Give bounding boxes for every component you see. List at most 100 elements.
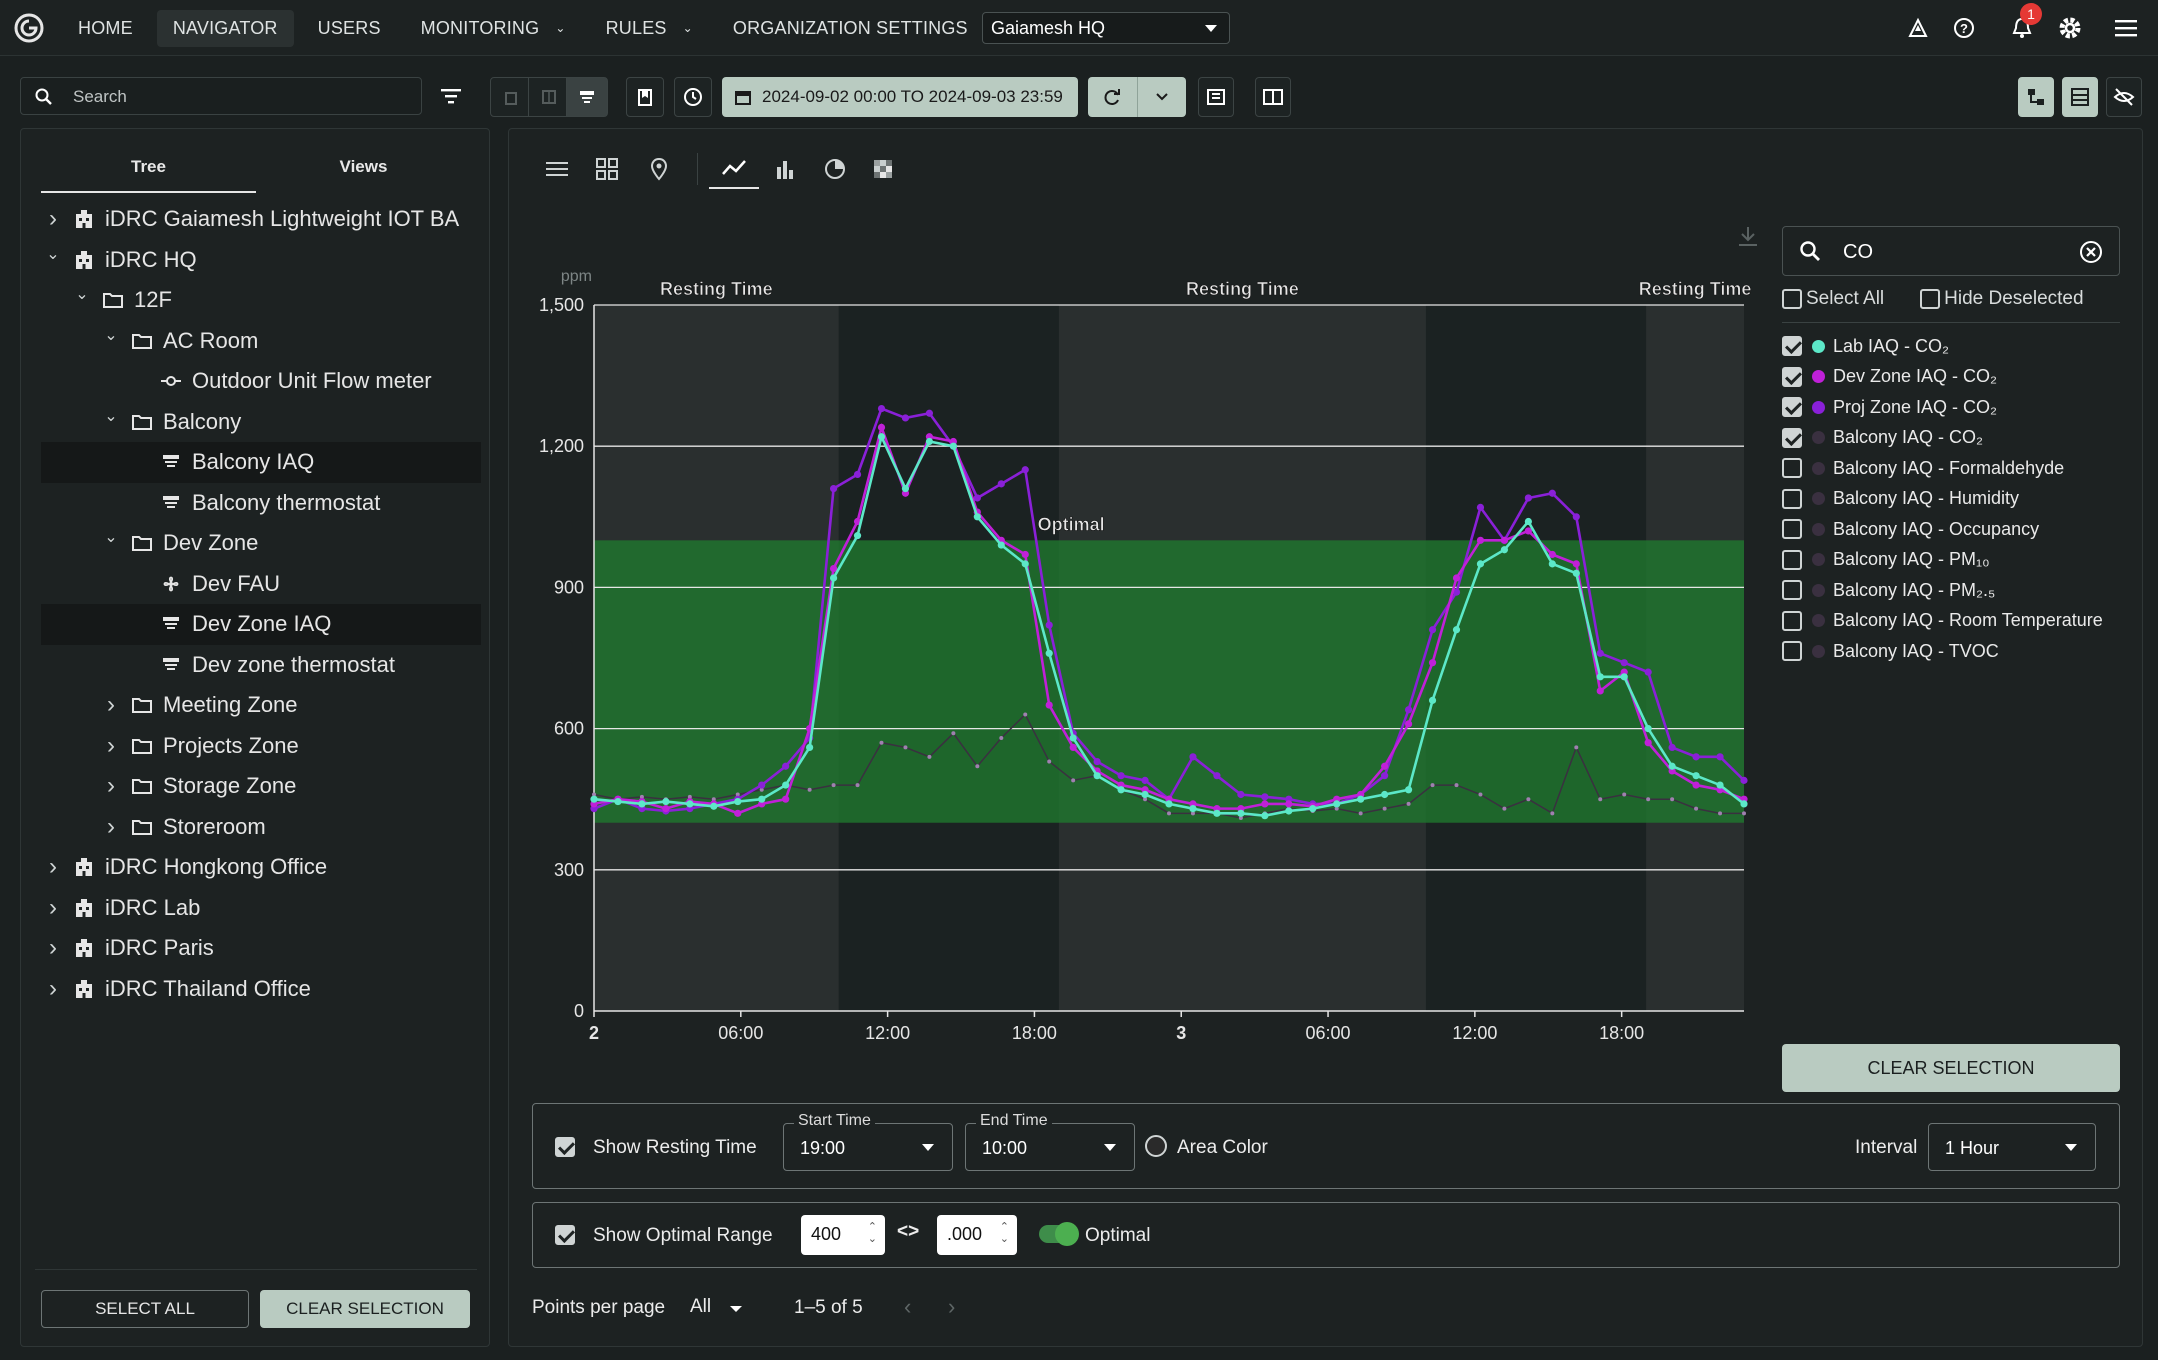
tree-item[interactable]: › iDRC Thailand Office	[41, 969, 481, 1010]
clear-selection-button[interactable]: CLEAR SELECTION	[260, 1290, 470, 1328]
area-color-swatch[interactable]	[1145, 1135, 1167, 1157]
view-floor-button[interactable]	[528, 77, 570, 117]
tree-item[interactable]: ⌄ 12F	[41, 280, 481, 321]
next-page-icon[interactable]: ›	[948, 1294, 956, 1319]
tree-item[interactable]: › Meeting Zone	[41, 685, 481, 726]
chevron-right-icon[interactable]: ›	[49, 205, 57, 233]
table-view-toggle[interactable]	[2062, 77, 2098, 117]
series-legend-item[interactable]: Balcony IAQ - PM₁₀	[1782, 545, 2122, 576]
chevron-right-icon[interactable]: ›	[49, 974, 57, 1002]
tree-item[interactable]: Outdoor Unit Flow meter	[41, 361, 481, 402]
series-legend-item[interactable]: Balcony IAQ - Occupancy	[1782, 514, 2122, 545]
tree-item[interactable]: › iDRC Hongkong Office	[41, 847, 481, 888]
points-per-page-select[interactable]: All	[690, 1294, 744, 1322]
series-checkbox[interactable]	[1782, 641, 1802, 662]
series-legend-item[interactable]: Proj Zone IAQ - CO₂	[1782, 392, 2122, 423]
series-legend-item[interactable]: Balcony IAQ - Humidity	[1782, 484, 2122, 515]
tree-item[interactable]: Balcony IAQ	[41, 442, 481, 483]
series-legend-item[interactable]: Balcony IAQ - Formaldehyde	[1782, 453, 2122, 484]
filter-icon[interactable]	[440, 86, 462, 106]
series-checkbox[interactable]	[1782, 580, 1802, 601]
search-input[interactable]: Search	[20, 77, 422, 115]
bookmark-button[interactable]	[626, 77, 664, 117]
series-legend-item[interactable]: Lab IAQ - CO₂	[1782, 331, 2122, 362]
help-icon[interactable]: ?	[1950, 14, 1978, 42]
series-legend-item[interactable]: Dev Zone IAQ - CO₂	[1782, 362, 2122, 393]
nav-item-monitoring[interactable]: MONITORING ⌄	[405, 10, 582, 47]
chevron-down-icon[interactable]: ⌄	[104, 407, 118, 425]
map-view-button[interactable]	[639, 149, 679, 189]
series-search-input[interactable]: CO	[1782, 226, 2120, 276]
app-logo[interactable]	[12, 11, 46, 45]
nav-item-rules[interactable]: RULES ⌄	[590, 10, 709, 47]
chevron-right-icon[interactable]: ›	[107, 772, 115, 800]
refresh-options-button[interactable]	[1136, 77, 1187, 117]
chevron-right-icon[interactable]: ›	[107, 812, 115, 840]
series-checkbox[interactable]	[1782, 366, 1802, 387]
start-time-select[interactable]: Start Time 19:00	[783, 1112, 953, 1171]
nav-item-organization-settings[interactable]: ORGANIZATION SETTINGS	[717, 10, 984, 47]
download-icon[interactable]	[1737, 225, 1759, 252]
gear-icon[interactable]	[2056, 14, 2084, 42]
stepper-icon[interactable]: ⌃ ⌄	[999, 1221, 1009, 1245]
optimal-toggle[interactable]	[1039, 1222, 1079, 1246]
pie-chart-button[interactable]	[815, 149, 855, 189]
line-chart-button[interactable]	[709, 149, 759, 189]
heatmap-button[interactable]	[863, 149, 903, 189]
chevron-down-icon[interactable]: ⌄	[75, 286, 89, 304]
alert-icon[interactable]	[1904, 14, 1932, 42]
tree-item[interactable]: › iDRC Paris	[41, 928, 481, 969]
series-checkbox[interactable]	[1782, 610, 1802, 631]
view-device-button[interactable]	[566, 77, 608, 117]
chevron-down-icon[interactable]: ⌄	[104, 529, 118, 547]
layout-button[interactable]	[1198, 77, 1234, 117]
optimal-max-input[interactable]: .000 ⌃ ⌄	[937, 1215, 1017, 1255]
end-time-select[interactable]: End Time 10:00	[965, 1112, 1135, 1171]
chevron-right-icon[interactable]: ›	[49, 853, 57, 881]
optimal-min-input[interactable]: 400 ⌃ ⌄	[801, 1215, 885, 1255]
series-checkbox[interactable]	[1782, 549, 1802, 570]
tab-tree[interactable]: Tree	[41, 149, 256, 193]
nav-item-home[interactable]: HOME	[62, 10, 149, 47]
series-legend-item[interactable]: Balcony IAQ - TVOC	[1782, 636, 2122, 667]
nav-item-users[interactable]: USERS	[302, 10, 397, 47]
chevron-right-icon[interactable]: ›	[49, 893, 57, 921]
tree-item[interactable]: › Storeroom	[41, 807, 481, 848]
hide-toggle[interactable]	[2106, 77, 2142, 117]
tree-item[interactable]: › Projects Zone	[41, 726, 481, 767]
series-checkbox[interactable]	[1782, 458, 1802, 479]
tree-item[interactable]: › Storage Zone	[41, 766, 481, 807]
tree-item[interactable]: ⌄ Dev Zone	[41, 523, 481, 564]
tree-item[interactable]: ⌄ Balcony	[41, 402, 481, 443]
select-all-checkbox[interactable]	[1782, 289, 1802, 309]
chevron-right-icon[interactable]: ›	[107, 731, 115, 759]
bar-chart-button[interactable]	[765, 149, 805, 189]
date-range-picker[interactable]: 2024-09-02 00:00 TO 2024-09-03 23:59	[722, 77, 1078, 117]
stepper-icon[interactable]: ⌃ ⌄	[867, 1221, 877, 1245]
site-select[interactable]: Gaiamesh HQ	[982, 12, 1230, 44]
series-legend-item[interactable]: Balcony IAQ - PM₂.₅	[1782, 575, 2122, 606]
series-legend-item[interactable]: Balcony IAQ - Room Temperature	[1782, 606, 2122, 637]
series-checkbox[interactable]	[1782, 488, 1802, 509]
tree-item[interactable]: ⌄ iDRC HQ	[41, 240, 481, 281]
legend-clear-selection-button[interactable]: CLEAR SELECTION	[1782, 1044, 2120, 1092]
nav-item-navigator[interactable]: NAVIGATOR	[156, 9, 294, 47]
tab-views[interactable]: Views	[339, 157, 388, 176]
show-resting-time-checkbox[interactable]	[555, 1137, 575, 1157]
clear-search-icon[interactable]	[2079, 240, 2103, 264]
show-optimal-range-checkbox[interactable]	[555, 1225, 575, 1245]
menu-icon[interactable]	[2112, 14, 2140, 42]
tree-item[interactable]: Balcony thermostat	[41, 483, 481, 524]
split-view-button[interactable]	[1255, 77, 1291, 117]
history-button[interactable]	[674, 77, 712, 117]
chevron-down-icon[interactable]: ⌄	[104, 326, 118, 344]
view-building-button[interactable]	[490, 77, 532, 117]
series-checkbox[interactable]	[1782, 519, 1802, 540]
tree-item[interactable]: › iDRC Lab	[41, 888, 481, 929]
hide-deselected-checkbox[interactable]	[1920, 289, 1941, 309]
series-checkbox[interactable]	[1782, 427, 1802, 448]
select-all-button[interactable]: SELECT ALL	[41, 1290, 249, 1328]
interval-select[interactable]: 1 Hour	[1928, 1123, 2096, 1171]
chevron-down-icon[interactable]: ⌄	[46, 245, 60, 263]
series-checkbox[interactable]	[1782, 397, 1802, 418]
